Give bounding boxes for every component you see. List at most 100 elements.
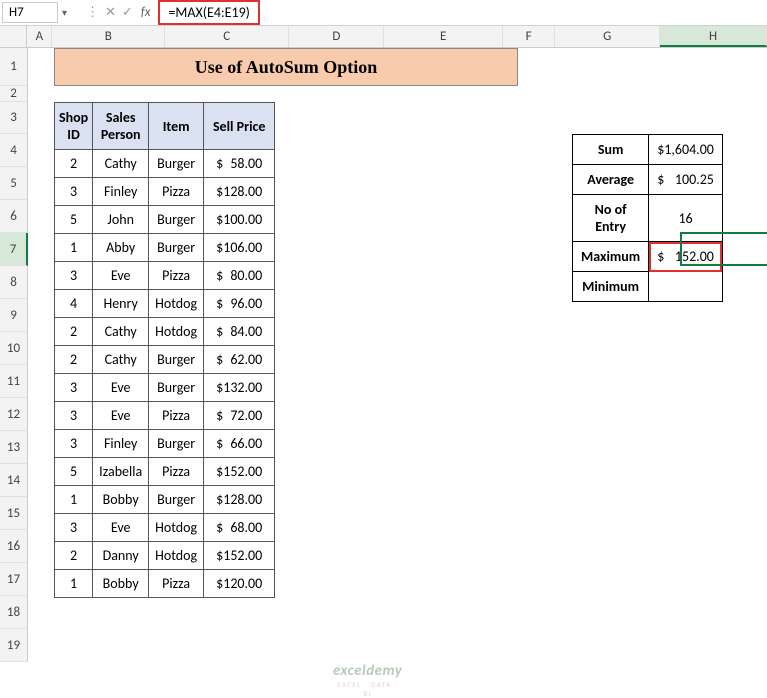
cell[interactable]: Pizza bbox=[149, 458, 204, 486]
price-cell[interactable]: $72.00 bbox=[204, 402, 275, 430]
summary-value[interactable]: $100.25 bbox=[649, 165, 723, 195]
fx-icon[interactable]: fx bbox=[141, 5, 151, 20]
row-header-18[interactable]: 18 bbox=[0, 596, 28, 629]
select-all-corner[interactable] bbox=[0, 26, 27, 47]
cell[interactable]: Pizza bbox=[149, 570, 204, 598]
table-row[interactable]: 3EvePizza$72.00 bbox=[55, 402, 275, 430]
table-row[interactable]: 3FinleyPizza$128.00 bbox=[55, 178, 275, 206]
cell[interactable]: 3 bbox=[55, 374, 93, 402]
cell[interactable]: Burger bbox=[149, 486, 204, 514]
row-header-10[interactable]: 10 bbox=[0, 332, 28, 365]
price-cell[interactable]: $62.00 bbox=[204, 346, 275, 374]
table-row[interactable]: 2CathyHotdog$84.00 bbox=[55, 318, 275, 346]
cell[interactable]: 2 bbox=[55, 150, 93, 178]
col-header-c[interactable]: C bbox=[165, 26, 289, 47]
name-box[interactable]: H7 bbox=[2, 2, 58, 23]
cell[interactable]: Eve bbox=[93, 262, 149, 290]
price-cell[interactable]: $132.00 bbox=[204, 374, 275, 402]
table-row[interactable]: 2CathyBurger$62.00 bbox=[55, 346, 275, 374]
table-row[interactable]: 5IzabellaPizza$152.00 bbox=[55, 458, 275, 486]
summary-row[interactable]: Average$100.25 bbox=[573, 165, 723, 195]
price-cell[interactable]: $68.00 bbox=[204, 514, 275, 542]
cell[interactable]: Eve bbox=[93, 514, 149, 542]
table-row[interactable]: 3FinleyBurger$66.00 bbox=[55, 430, 275, 458]
cell[interactable]: Izabella bbox=[93, 458, 149, 486]
price-cell[interactable]: $152.00 bbox=[204, 458, 275, 486]
table-row[interactable]: 2DannyHotdog$152.00 bbox=[55, 542, 275, 570]
cell[interactable]: Bobby bbox=[93, 570, 149, 598]
cell[interactable]: Burger bbox=[149, 206, 204, 234]
cell[interactable]: Burger bbox=[149, 234, 204, 262]
row-header-7[interactable]: 7 bbox=[0, 233, 28, 266]
cell[interactable]: 3 bbox=[55, 178, 93, 206]
cell[interactable]: Eve bbox=[93, 402, 149, 430]
table-row[interactable]: 4HenryHotdog$96.00 bbox=[55, 290, 275, 318]
cell[interactable]: Pizza bbox=[149, 262, 204, 290]
price-cell[interactable]: $128.00 bbox=[204, 486, 275, 514]
cell[interactable]: Hotdog bbox=[149, 290, 204, 318]
table-row[interactable]: 3EveBurger$132.00 bbox=[55, 374, 275, 402]
price-cell[interactable]: $120.00 bbox=[204, 570, 275, 598]
name-box-dropdown-icon[interactable]: ▾ bbox=[62, 6, 78, 19]
col-header-f[interactable]: F bbox=[503, 26, 555, 47]
cell[interactable]: 2 bbox=[55, 318, 93, 346]
enter-icon[interactable]: ✓ bbox=[122, 5, 133, 20]
price-cell[interactable]: $100.00 bbox=[204, 206, 275, 234]
cancel-icon[interactable]: ✕ bbox=[105, 5, 116, 20]
cell[interactable]: 1 bbox=[55, 234, 93, 262]
cell[interactable]: 3 bbox=[55, 514, 93, 542]
row-header-9[interactable]: 9 bbox=[0, 299, 28, 332]
summary-value[interactable]: $152.00 bbox=[649, 242, 723, 272]
row-header-1[interactable]: 1 bbox=[0, 48, 28, 86]
row-header-19[interactable]: 19 bbox=[0, 629, 28, 662]
col-header-a[interactable]: A bbox=[27, 26, 52, 47]
cell[interactable]: 5 bbox=[55, 458, 93, 486]
row-header-13[interactable]: 13 bbox=[0, 431, 28, 464]
cell[interactable]: Eve bbox=[93, 374, 149, 402]
cell[interactable]: 3 bbox=[55, 430, 93, 458]
price-cell[interactable]: $66.00 bbox=[204, 430, 275, 458]
summary-row[interactable]: Minimum bbox=[573, 272, 723, 302]
cell[interactable]: Burger bbox=[149, 150, 204, 178]
table-row[interactable]: 1BobbyBurger$128.00 bbox=[55, 486, 275, 514]
row-header-6[interactable]: 6 bbox=[0, 200, 28, 233]
col-header-e[interactable]: E bbox=[384, 26, 502, 47]
cell[interactable]: John bbox=[93, 206, 149, 234]
price-cell[interactable]: $106.00 bbox=[204, 234, 275, 262]
cell[interactable]: Burger bbox=[149, 346, 204, 374]
summary-row[interactable]: Sum$1,604.00 bbox=[573, 135, 723, 165]
row-header-14[interactable]: 14 bbox=[0, 464, 28, 497]
cell[interactable]: Burger bbox=[149, 430, 204, 458]
row-header-15[interactable]: 15 bbox=[0, 497, 28, 530]
table-row[interactable]: 3EvePizza$80.00 bbox=[55, 262, 275, 290]
col-header-b[interactable]: B bbox=[52, 26, 165, 47]
cell[interactable]: 2 bbox=[55, 542, 93, 570]
table-row[interactable]: 1BobbyPizza$120.00 bbox=[55, 570, 275, 598]
cell[interactable]: 3 bbox=[55, 402, 93, 430]
cell[interactable]: 2 bbox=[55, 346, 93, 374]
cell[interactable]: Finley bbox=[93, 178, 149, 206]
table-row[interactable]: 2CathyBurger$58.00 bbox=[55, 150, 275, 178]
table-row[interactable]: 5JohnBurger$100.00 bbox=[55, 206, 275, 234]
cell[interactable]: Bobby bbox=[93, 486, 149, 514]
summary-value[interactable] bbox=[649, 272, 723, 302]
price-cell[interactable]: $84.00 bbox=[204, 318, 275, 346]
cell[interactable]: Abby bbox=[93, 234, 149, 262]
row-header-3[interactable]: 3 bbox=[0, 102, 28, 134]
cell[interactable]: Danny bbox=[93, 542, 149, 570]
cell[interactable]: Pizza bbox=[149, 178, 204, 206]
row-header-17[interactable]: 17 bbox=[0, 563, 28, 596]
summary-value[interactable]: 16 bbox=[649, 195, 723, 242]
cell[interactable]: Hotdog bbox=[149, 514, 204, 542]
cell[interactable]: Henry bbox=[93, 290, 149, 318]
summary-row[interactable]: Maximum$152.00 bbox=[573, 242, 723, 272]
row-header-11[interactable]: 11 bbox=[0, 365, 28, 398]
formula-input[interactable]: =MAX(E4:E19) bbox=[168, 4, 250, 21]
row-header-16[interactable]: 16 bbox=[0, 530, 28, 563]
col-header-d[interactable]: D bbox=[289, 26, 384, 47]
row-header-4[interactable]: 4 bbox=[0, 134, 28, 167]
row-header-12[interactable]: 12 bbox=[0, 398, 28, 431]
row-header-5[interactable]: 5 bbox=[0, 167, 28, 200]
summary-row[interactable]: No of Entry16 bbox=[573, 195, 723, 242]
col-header-g[interactable]: G bbox=[555, 26, 660, 47]
